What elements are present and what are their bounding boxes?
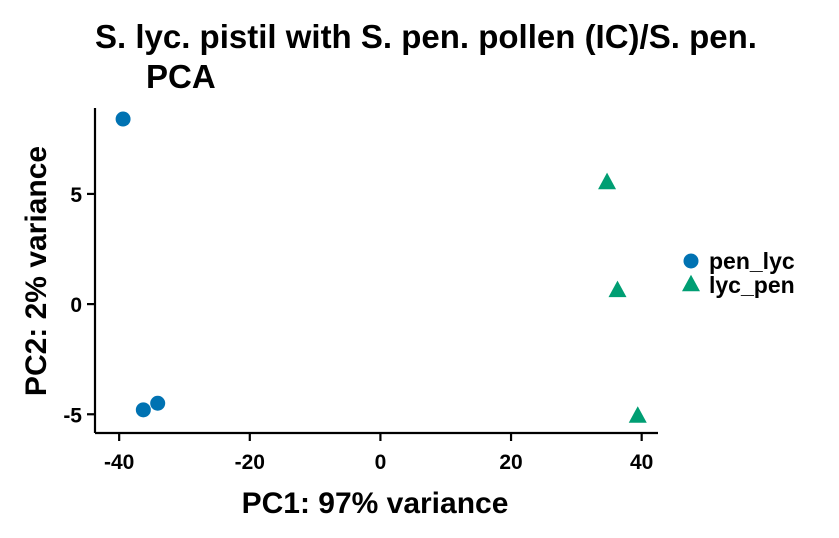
pen_lyc-point: [150, 395, 166, 411]
y-axis-label: PC2: 2% variance: [20, 146, 53, 396]
y-tick-label: 5: [70, 184, 82, 207]
x-tick-label: -40: [104, 451, 134, 474]
y-tick-label: -5: [63, 404, 82, 427]
x-tick-label: -20: [235, 451, 265, 474]
data-points: [115, 111, 647, 423]
legend-key-lyc_pen: [682, 274, 700, 292]
x-tick-label: 40: [630, 451, 653, 474]
lyc_pen-point: [608, 280, 627, 298]
x-tick-label: 0: [375, 451, 387, 474]
lyc_pen-point: [598, 172, 617, 190]
chart-title-line-1: S. lyc. pistil with S. pen. pollen (IC)/…: [95, 18, 757, 55]
legend-label-lyc_pen: lyc_pen: [709, 272, 795, 298]
x-tick-label: 20: [499, 451, 522, 474]
chart-title-line-2: PCA: [146, 58, 216, 95]
legend-label-pen_lyc: pen_lyc: [709, 248, 795, 274]
pen_lyc-point: [135, 402, 151, 418]
x-axis-label: PC1: 97% variance: [242, 487, 509, 520]
axes: [93, 108, 658, 435]
lyc_pen-point: [628, 406, 647, 423]
y-tick-label: 0: [70, 294, 82, 317]
legend-key-pen_lyc: [683, 253, 699, 269]
pen_lyc-point: [115, 111, 131, 127]
ticks: -40 -20 0 20 40 -5 0 5: [63, 184, 653, 474]
